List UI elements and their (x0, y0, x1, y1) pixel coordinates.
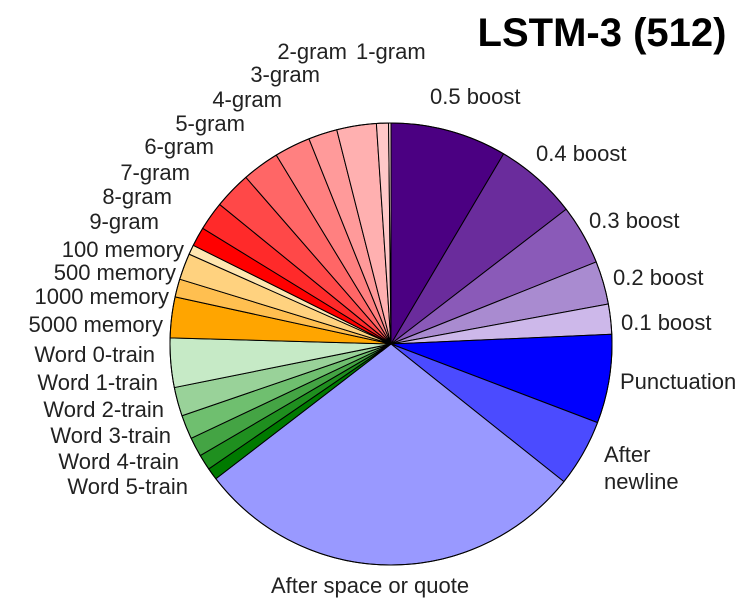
slice-label-10: Word 4-train (58, 449, 179, 474)
slice-label-24: 4-gram (212, 87, 282, 112)
pie-slices (169, 122, 613, 566)
slice-label-9: Word 5-train (67, 474, 188, 499)
slice-label-2: 0.4 boost (536, 141, 627, 166)
slice-label-19: 9-gram (89, 209, 159, 234)
slice-label-12: Word 2-train (43, 397, 164, 422)
slice-label-21: 7-gram (120, 160, 190, 185)
slice-label-13: Word 1-train (37, 370, 158, 395)
slice-label-6: Punctuation (620, 369, 736, 394)
slice-label-20: 8-gram (102, 184, 172, 209)
slice-label-23: 5-gram (175, 111, 245, 136)
slice-label-17: 500 memory (54, 260, 176, 285)
slice-label-11: Word 3-train (50, 423, 171, 448)
slice-label-5: 0.1 boost (621, 310, 712, 335)
slice-labels: 0.5 boost 0.4 boost 0.3 boost 0.2 boost 0.1 … (28, 39, 736, 598)
pie-outline (169, 122, 613, 566)
slice-label-26: 2-gram (277, 39, 347, 64)
slice-label-4: 0.2 boost (613, 265, 704, 290)
slice-label-25: 3-gram (250, 62, 320, 87)
slice-label-14: Word 0-train (34, 342, 155, 367)
slice-label-27: 1-gram (356, 39, 426, 64)
slice-label-8: After space or quote (271, 573, 469, 598)
slice-label-18: 100 memory (62, 237, 184, 262)
slice-label-3: 0.3 boost (589, 208, 680, 233)
chart-title: LSTM-3 (512) (478, 11, 727, 55)
slice-label-1: 0.5 boost (430, 84, 521, 109)
slice-label-15: 5000 memory (28, 312, 163, 337)
slice-label-7: After newline (604, 442, 679, 494)
slice-label-16: 1000 memory (34, 284, 169, 309)
slice-label-22: 6-gram (144, 134, 214, 159)
